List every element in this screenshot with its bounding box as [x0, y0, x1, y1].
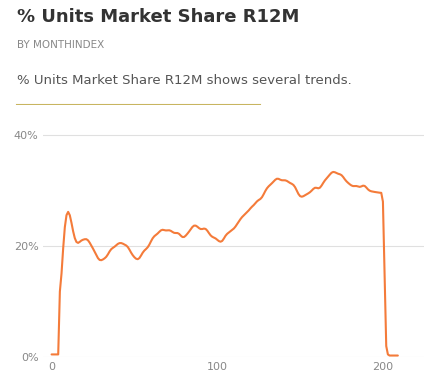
Text: BY MONTHINDEX: BY MONTHINDEX	[17, 40, 105, 50]
Text: % Units Market Share R12M: % Units Market Share R12M	[17, 8, 300, 26]
Text: % Units Market Share R12M shows several trends.: % Units Market Share R12M shows several …	[17, 74, 352, 87]
